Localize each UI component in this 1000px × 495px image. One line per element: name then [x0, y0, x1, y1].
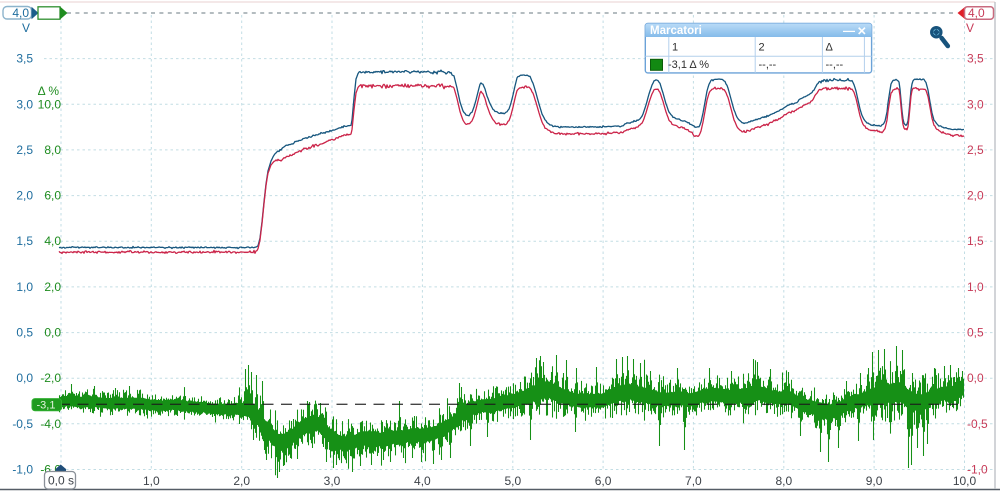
- svg-text:--,--: --,--: [759, 59, 777, 71]
- svg-text:4,0: 4,0: [44, 234, 61, 248]
- svg-text:4,0: 4,0: [968, 6, 985, 20]
- svg-text:6,0: 6,0: [44, 189, 61, 203]
- svg-text:1,5: 1,5: [967, 234, 984, 248]
- svg-text:3,5: 3,5: [16, 52, 33, 66]
- svg-text:1,0: 1,0: [967, 280, 984, 294]
- svg-text:8,0: 8,0: [44, 143, 61, 157]
- svg-text:0,5: 0,5: [967, 326, 984, 340]
- svg-text:1,0: 1,0: [143, 474, 160, 488]
- svg-text:Δ %: Δ %: [38, 84, 60, 98]
- svg-text:2,5: 2,5: [16, 143, 33, 157]
- svg-text:-3,1: -3,1: [37, 400, 56, 412]
- svg-text:V: V: [966, 21, 974, 35]
- svg-text:4,0: 4,0: [414, 474, 431, 488]
- svg-text:1: 1: [672, 42, 678, 54]
- svg-text:Δ: Δ: [826, 42, 834, 54]
- svg-text:2,5: 2,5: [967, 143, 984, 157]
- svg-text:Marcatori: Marcatori: [650, 25, 702, 37]
- svg-text:4,0: 4,0: [12, 6, 29, 20]
- svg-text:2,0: 2,0: [967, 189, 984, 203]
- svg-text:3,5: 3,5: [967, 52, 984, 66]
- svg-text:--,--: --,--: [826, 59, 844, 71]
- svg-text:2,0: 2,0: [44, 280, 61, 294]
- svg-text:0,5: 0,5: [16, 326, 33, 340]
- svg-text:10,0: 10,0: [38, 97, 62, 111]
- svg-text:3,0: 3,0: [16, 97, 33, 111]
- svg-text:3,0: 3,0: [967, 97, 984, 111]
- svg-text:—: —: [843, 24, 855, 38]
- svg-text:7,0: 7,0: [685, 474, 702, 488]
- svg-text:-2,0: -2,0: [40, 371, 61, 385]
- svg-text:0,0: 0,0: [16, 371, 33, 385]
- svg-text:1,5: 1,5: [16, 234, 33, 248]
- svg-text:9,0: 9,0: [866, 474, 883, 488]
- svg-text:10,0: 10,0: [953, 474, 977, 488]
- svg-text:2,0: 2,0: [16, 189, 33, 203]
- svg-text:0,0: 0,0: [967, 371, 984, 385]
- svg-text:0,0 s: 0,0 s: [48, 474, 74, 488]
- svg-text:3,0: 3,0: [324, 474, 341, 488]
- svg-text:5,0: 5,0: [504, 474, 521, 488]
- svg-text:✕: ✕: [857, 26, 867, 38]
- svg-text:-1,0: -1,0: [967, 463, 988, 477]
- svg-text:-0,5: -0,5: [967, 417, 988, 431]
- svg-text:-4,0: -4,0: [40, 417, 61, 431]
- svg-text:0,0: 0,0: [44, 326, 61, 340]
- svg-text:-0,5: -0,5: [12, 417, 33, 431]
- svg-text:1,0: 1,0: [16, 280, 33, 294]
- svg-text:V: V: [22, 21, 30, 35]
- svg-text:-3,1 Δ %: -3,1 Δ %: [668, 59, 709, 71]
- svg-text:6,0: 6,0: [595, 474, 612, 488]
- svg-text:2: 2: [759, 42, 765, 54]
- svg-text:2,0: 2,0: [233, 474, 250, 488]
- svg-text:-1,0: -1,0: [12, 463, 33, 477]
- svg-text:8,0: 8,0: [775, 474, 792, 488]
